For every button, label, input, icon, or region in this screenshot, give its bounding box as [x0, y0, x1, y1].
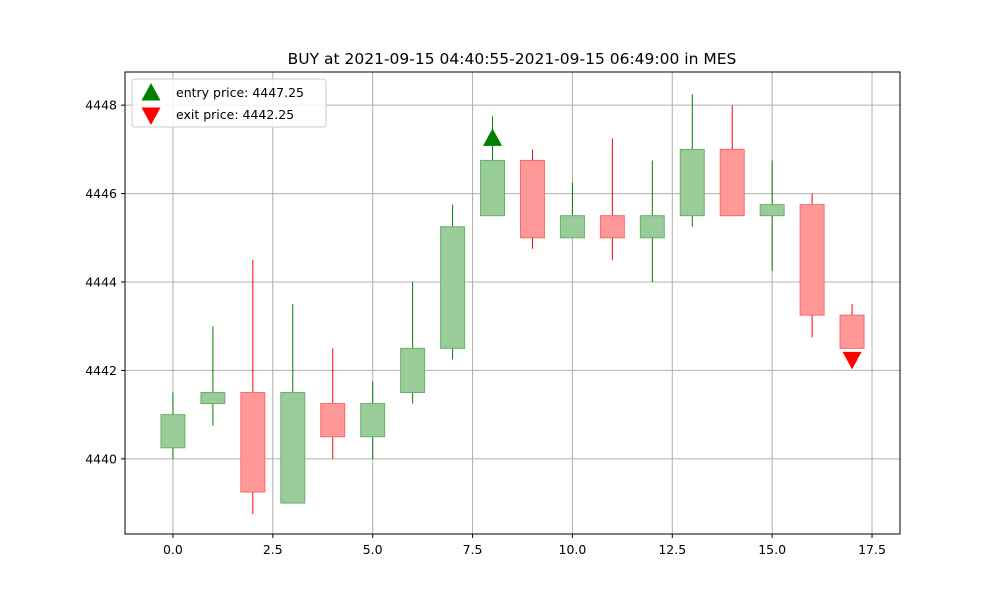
- x-tick-label: 5.0: [363, 542, 383, 557]
- candle-body-up: [400, 347, 426, 394]
- candle-body-down: [839, 314, 865, 349]
- x-tick-label: 7.5: [463, 542, 483, 557]
- chart-title: BUY at 2021-09-15 04:40:55-2021-09-15 06…: [288, 50, 737, 68]
- candle-body-up: [679, 148, 705, 217]
- triangle-down-icon: [141, 107, 161, 125]
- candle-body-down: [240, 392, 266, 493]
- candle-body-up: [160, 414, 186, 449]
- candles: [160, 94, 865, 515]
- candle-body-down: [799, 204, 825, 316]
- triangle-up-icon: [141, 83, 161, 101]
- x-tick-label: 0.0: [163, 542, 183, 557]
- candle-body-up: [440, 226, 466, 349]
- candle-body-up: [480, 159, 506, 217]
- axis-ticks: 0.0 2.5 5.0 7.5 10.0 12.5 15.0 17.5 4440 4442 4444…: [85, 98, 886, 557]
- x-tick-label: 10.0: [559, 542, 587, 557]
- y-tick-label: 4444: [85, 275, 117, 290]
- candle-body-up: [360, 403, 386, 438]
- legend: entry price: 4447.25 exit price: 4442.25: [131, 78, 327, 128]
- legend-box: [131, 78, 327, 128]
- candle-body-up: [200, 392, 226, 405]
- candle-body-down: [320, 403, 346, 438]
- y-tick-label: 4448: [85, 98, 117, 113]
- y-tick-label: 4446: [85, 186, 117, 201]
- candle-body-down: [519, 159, 545, 239]
- candle-body-up: [559, 215, 585, 239]
- candle-body-down: [719, 148, 745, 217]
- x-tick-label: 17.5: [858, 542, 886, 557]
- x-tick-label: 12.5: [658, 542, 686, 557]
- candle-body-up: [280, 392, 306, 504]
- y-tick-label: 4440: [85, 451, 117, 466]
- legend-label: exit price: 4442.25: [176, 107, 294, 122]
- x-tick-label: 2.5: [263, 542, 283, 557]
- x-tick-label: 15.0: [758, 542, 786, 557]
- trade-markers: [483, 128, 862, 370]
- candle-body-up: [639, 215, 665, 239]
- candle-body-up: [759, 204, 785, 217]
- legend-label: entry price: 4447.25: [176, 85, 304, 100]
- y-tick-label: 4442: [85, 363, 117, 378]
- entry-marker-icon: [483, 128, 503, 146]
- plot-frame: [124, 71, 901, 535]
- candle-body-down: [599, 215, 625, 239]
- exit-marker-icon: [842, 351, 862, 370]
